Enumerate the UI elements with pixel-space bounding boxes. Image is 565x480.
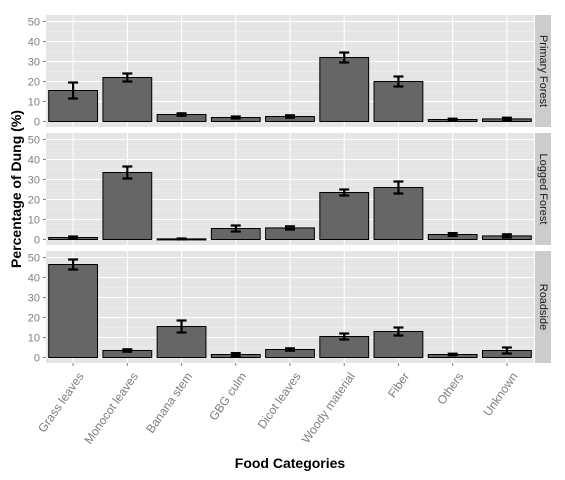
y-tick-label: 50 <box>28 17 40 29</box>
y-tick-label: 0 <box>34 235 40 247</box>
error-bar <box>176 237 187 241</box>
facet-strip <box>535 133 551 245</box>
x-category-label: Others <box>434 370 466 408</box>
y-tick-label: 40 <box>28 37 40 49</box>
error-bar <box>230 352 241 357</box>
error-bar <box>68 258 79 271</box>
error-bar <box>447 352 458 357</box>
error-bar <box>122 348 133 353</box>
panel-primary-forest: 0 10 20 30 40 50 Primary Forest <box>28 15 551 129</box>
y-tick-label: 10 <box>28 215 40 227</box>
x-axis-title: Food Categories <box>235 455 346 471</box>
panel-logged-forest: 0 10 20 30 40 50 Logged Forest <box>28 133 551 247</box>
y-tick-label: 10 <box>28 333 40 345</box>
error-bar <box>339 332 350 341</box>
facet-strip-label: Roadside <box>537 284 549 330</box>
y-tick-label: 0 <box>34 353 40 365</box>
error-bar <box>393 326 404 337</box>
y-tick-label: 0 <box>34 117 40 129</box>
error-bar <box>230 224 241 233</box>
y-tick-label: 20 <box>28 77 40 89</box>
facet-strip <box>535 251 551 363</box>
error-bar <box>339 188 350 197</box>
error-bar <box>122 165 133 180</box>
y-tick-label: 20 <box>28 313 40 325</box>
y-tick-label: 30 <box>28 57 40 69</box>
x-category-label: Fiber <box>385 370 412 400</box>
y-tick-label: 20 <box>28 195 40 207</box>
error-bar <box>501 116 512 122</box>
error-bar <box>176 319 187 334</box>
y-tick-label: 40 <box>28 273 40 285</box>
x-category-label: Banana stem <box>143 370 195 436</box>
bar-monocot-leaves <box>102 172 153 240</box>
panel-roadside: 0 10 20 30 40 50 Roadside <box>28 251 551 365</box>
error-bar <box>447 232 458 237</box>
error-bar <box>68 235 79 240</box>
error-bar <box>68 81 79 100</box>
error-bar <box>447 117 458 122</box>
y-tick-label: 30 <box>28 175 40 187</box>
x-category-label: Grass leaves <box>35 370 87 435</box>
y-tick-label: 40 <box>28 155 40 167</box>
error-bar <box>393 75 404 88</box>
bar-woody-material <box>319 57 370 122</box>
x-category-label: GBG culm <box>206 370 249 423</box>
y-tick-label: 30 <box>28 293 40 305</box>
facet-strip-label: Logged Forest <box>537 154 549 225</box>
error-bar <box>339 51 350 64</box>
bar-woody-material <box>319 192 370 240</box>
error-bar <box>230 115 241 120</box>
x-category-label: Woody material <box>299 370 358 446</box>
y-tick-label: 10 <box>28 97 40 109</box>
x-category-label: Unknown <box>480 370 520 419</box>
x-category-label: Monocot leaves <box>81 370 141 447</box>
error-bar <box>176 112 187 117</box>
bar-fiber <box>373 187 424 240</box>
error-bar <box>285 225 295 231</box>
y-tick-label: 50 <box>28 135 40 147</box>
x-category-label: Dicot leaves <box>255 370 304 432</box>
facet-strip <box>535 15 551 127</box>
error-bar <box>501 346 512 355</box>
bar-monocot-leaves <box>102 77 153 122</box>
error-bar <box>285 347 295 352</box>
y-axis-title: Percentage of Dung (%) <box>8 110 24 268</box>
y-tick-label: 50 <box>28 253 40 265</box>
error-bar <box>285 114 295 119</box>
error-bar <box>393 180 404 195</box>
error-bar <box>122 72 133 83</box>
facet-strip-label: Primary Forest <box>537 35 549 107</box>
error-bar <box>501 233 512 239</box>
bar-grass-leaves <box>48 264 99 358</box>
